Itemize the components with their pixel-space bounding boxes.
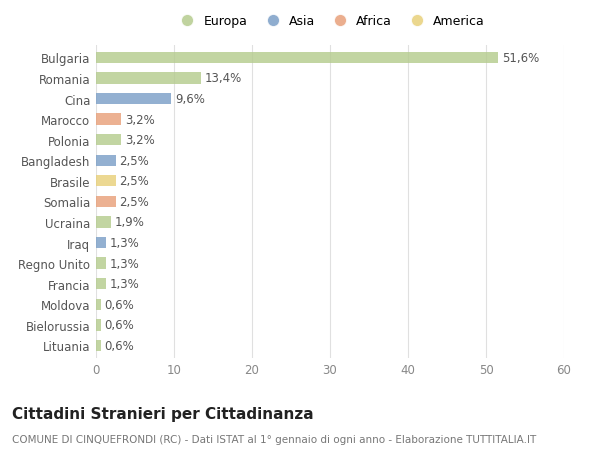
Bar [96,340,101,351]
Bar [96,155,115,167]
Bar [96,176,115,187]
Text: COMUNE DI CINQUEFRONDI (RC) - Dati ISTAT al 1° gennaio di ogni anno - Elaborazio: COMUNE DI CINQUEFRONDI (RC) - Dati ISTAT… [12,434,536,444]
Bar [96,258,106,269]
Text: 13,4%: 13,4% [205,72,242,85]
Bar [96,279,106,290]
Bar [96,237,106,249]
Text: 3,2%: 3,2% [125,134,155,147]
Bar [96,319,101,331]
Text: 9,6%: 9,6% [175,93,205,106]
Text: 0,6%: 0,6% [104,298,134,311]
Text: 0,6%: 0,6% [104,319,134,332]
Text: 2,5%: 2,5% [119,154,149,168]
Text: 1,9%: 1,9% [115,216,145,229]
Text: 1,3%: 1,3% [110,236,140,250]
Text: 1,3%: 1,3% [110,278,140,291]
Text: 0,6%: 0,6% [104,339,134,352]
Text: 2,5%: 2,5% [119,175,149,188]
Text: 2,5%: 2,5% [119,196,149,208]
Bar [96,53,499,64]
Bar [96,196,115,207]
Bar [96,73,200,84]
Text: 1,3%: 1,3% [110,257,140,270]
Legend: Europa, Asia, Africa, America: Europa, Asia, Africa, America [170,11,490,34]
Bar [96,94,171,105]
Text: 3,2%: 3,2% [125,113,155,126]
Bar [96,217,111,228]
Text: Cittadini Stranieri per Cittadinanza: Cittadini Stranieri per Cittadinanza [12,406,314,421]
Bar [96,299,101,310]
Text: 51,6%: 51,6% [502,52,539,65]
Bar [96,134,121,146]
Bar [96,114,121,125]
